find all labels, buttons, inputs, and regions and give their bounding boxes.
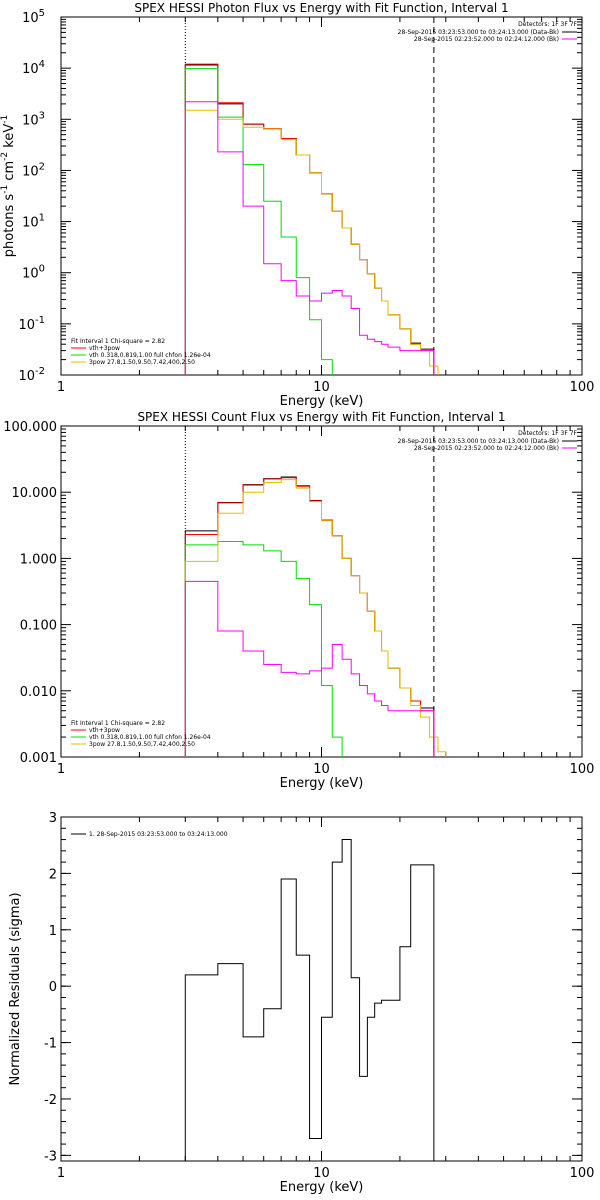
legend-entry-label: 28-Sep-2015 03:23:53.000 to 03:24:13.000… (398, 29, 559, 36)
y-tick-exponent: 3 (39, 110, 45, 121)
series-line-data-bk (184, 64, 435, 375)
series-line-data-bk (184, 476, 435, 757)
x-tick-label: 1 (57, 1166, 65, 1181)
y-tick-label: 3 (49, 811, 57, 826)
legend-entry-label: 28-Sep-2015 02:23:52.000 to 02:24:12.000… (414, 36, 559, 43)
y-tick-label: 1.000 (20, 552, 57, 567)
x-axis-label: Energy (keV) (280, 776, 364, 791)
legend-top-left: 1. 28-Sep-2015 03:23:53.000 to 03:24:13.… (71, 831, 228, 838)
plot-frame (60, 425, 583, 758)
y-tick-label: 104 (22, 59, 45, 77)
x-tick-label: 10 (313, 1166, 330, 1181)
legend-header: Fit Interval 1 Chi-square = 2.82 (71, 338, 165, 345)
y-tick-exponent: -2 (35, 366, 45, 377)
legend-entry-label: vth 0.318,0.819,1.00 full chfon 1.26e-04 (89, 734, 211, 741)
legend-entry-label: 28-Sep-2015 02:23:52.000 to 02:24:12.000… (414, 445, 559, 452)
y-tick-base: 10 (22, 216, 39, 231)
y-tick-exponent: 4 (39, 59, 45, 70)
y-tick-label: -3 (44, 1149, 57, 1164)
y-tick-exponent: 1 (39, 213, 45, 224)
x-tick-label: 100 (570, 380, 595, 395)
y-tick-label: 10-2 (18, 366, 45, 384)
y-tick-base: 10 (22, 62, 39, 77)
y-tick-base: 10 (18, 369, 35, 384)
series-line-vth (184, 541, 343, 757)
y-tick-exponent: 0 (39, 264, 45, 275)
legend-bottom-left: Fit Interval 1 Chi-square = 2.82vth+3pow… (71, 338, 211, 366)
series-line-bk (184, 580, 435, 757)
y-tick-label: 0 (49, 980, 57, 995)
y-tick-label: 0.100 (20, 619, 57, 634)
data-series-group (184, 839, 435, 1161)
y-tick-base: 10 (22, 267, 39, 282)
legend-entry-label: vth+3pow (89, 345, 120, 352)
series-line-bk (184, 101, 435, 375)
y-axis-label-exponent: -1 (0, 185, 10, 194)
legend-entry-label: vth+3pow (89, 727, 120, 734)
y-axis-label-part: photons s (2, 194, 17, 258)
y-tick-base: 10 (22, 164, 39, 179)
y-axis-label-part: keV (2, 124, 17, 152)
series-line-vth-3pow (184, 63, 435, 375)
y-tick-label: 0.010 (20, 685, 57, 700)
y-tick-label: 10.000 (12, 486, 58, 501)
legend-entry-label: vth 0.318,0.819,1.00 full chfon 1.26e-04 (89, 352, 211, 359)
y-tick-base: 10 (18, 318, 35, 333)
legend-entry-label: 28-Sep-2015 03:23:53.000 to 03:24:13.000… (398, 438, 559, 445)
x-tick-label: 10 (313, 380, 330, 395)
y-axis-label-part: cm (2, 161, 17, 185)
y-tick-exponent: 2 (39, 161, 45, 172)
series-line-3pow (184, 109, 439, 375)
y-tick-label: 101 (22, 213, 45, 231)
y-tick-label: 105 (22, 8, 45, 26)
chart-panel-2: 1 10 100 0.001 0.010 0.100 1.000 10.000 100.000 S… (3, 410, 594, 791)
y-tick-label: 2 (49, 867, 57, 882)
y-tick-label: 100.000 (3, 420, 57, 435)
y-tick-label: 103 (22, 110, 45, 128)
y-axis-label: Normalized Residuals (sigma) (8, 892, 23, 1085)
series-line-3pow (184, 479, 447, 757)
legend-entry-label: 3pow 27.8,1.50,9.50,7.42,400,2.50 (89, 741, 195, 748)
legend-bottom-left: Fit Interval 1 Chi-square = 2.82vth+3pow… (71, 720, 211, 748)
chart-title: SPEX HESSI Count Flux vs Energy with Fit… (137, 410, 505, 424)
y-axis-label: photons s-1 cm-2 keV-1 (0, 115, 17, 257)
y-tick-base: 10 (22, 11, 39, 26)
y-tick-label: -1 (44, 1037, 57, 1052)
legend-header: Detectors: 1F 3F 7F (518, 21, 577, 28)
legend-header: Detectors: 1F 3F 7F (518, 430, 577, 437)
y-tick-label: 102 (22, 161, 45, 179)
chart-title: SPEX HESSI Photon Flux vs Energy with Fi… (134, 1, 508, 15)
data-series-group (184, 476, 447, 757)
y-axis-label-exponent: -2 (0, 152, 10, 161)
y-tick-label: -2 (44, 1093, 57, 1108)
x-axis-label: Energy (keV) (280, 394, 364, 409)
y-tick-label: 10-1 (18, 315, 45, 333)
y-tick-exponent: -1 (35, 315, 45, 326)
x-tick-label: 1 (57, 380, 65, 395)
x-axis-label: Energy (keV) (280, 1180, 364, 1195)
x-tick-label: 100 (570, 1166, 595, 1181)
chart-panel-3: 1 10 100 -3 -2 -1 0 1 2 3 Energy (keV) Normalized R… (8, 811, 594, 1195)
x-tick-label: 100 (570, 762, 595, 777)
data-series-group (184, 63, 439, 375)
legend-entry-label: 1. 28-Sep-2015 03:23:53.000 to 03:24:13.… (89, 831, 228, 838)
series-line-vth (184, 68, 333, 375)
y-tick-label: 100 (22, 264, 45, 282)
y-tick-label: 0.001 (20, 751, 57, 766)
x-tick-label: 10 (313, 762, 330, 777)
y-tick-base: 10 (22, 113, 39, 128)
y-tick-exponent: 5 (39, 8, 45, 19)
y-axis-label-exponent: -1 (0, 115, 10, 124)
series-line-vth-3pow (184, 477, 435, 757)
y-tick-label: 1 (49, 924, 57, 939)
legend-header: Fit Interval 1 Chi-square = 2.82 (71, 720, 165, 727)
series-line-residuals (184, 839, 435, 1161)
legend-entry-label: 3pow 27.8,1.50,9.50,7.42,400,2.50 (89, 359, 195, 366)
x-tick-label: 1 (57, 762, 65, 777)
